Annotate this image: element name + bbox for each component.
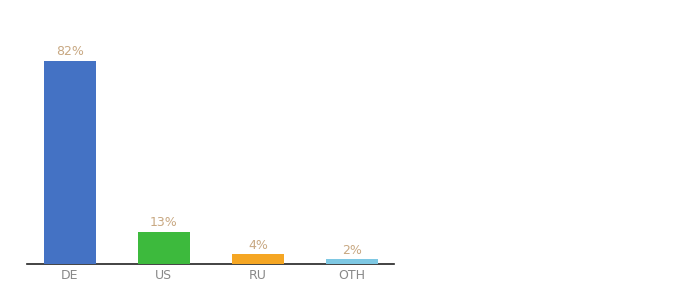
Bar xyxy=(232,254,284,264)
Bar xyxy=(326,259,377,264)
Text: 82%: 82% xyxy=(56,45,84,58)
Text: 4%: 4% xyxy=(248,238,268,252)
Bar xyxy=(44,61,96,264)
Bar xyxy=(138,232,190,264)
Text: 2%: 2% xyxy=(342,244,362,256)
Text: 13%: 13% xyxy=(150,216,177,229)
